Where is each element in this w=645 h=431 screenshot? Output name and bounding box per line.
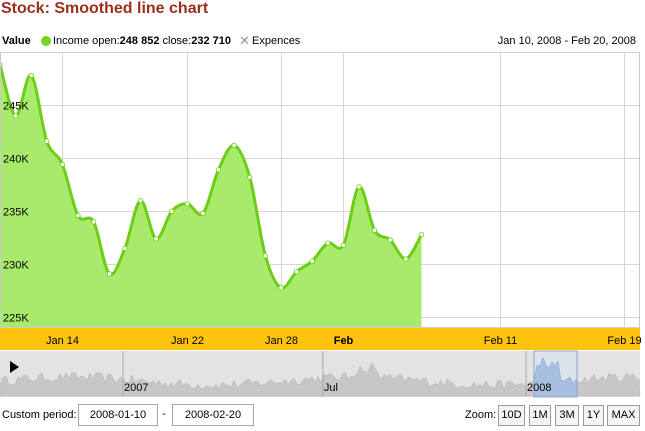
navigator-label: 2007 (124, 382, 148, 394)
data-point (75, 212, 81, 219)
x-axis-band (0, 328, 640, 350)
data-point (137, 198, 144, 204)
expences-hidden-icon[interactable]: ✕ (239, 33, 250, 48)
zoom-max-button[interactable]: MAX (607, 405, 640, 426)
data-point (44, 138, 50, 144)
zoom-label: Zoom: (465, 409, 497, 421)
data-point (309, 258, 315, 264)
data-point (247, 174, 253, 180)
date-range-display: Jan 10, 2008 - Feb 20, 2008 (497, 35, 636, 47)
data-point (59, 161, 66, 168)
income-series-line[interactable] (0, 64, 423, 290)
x-tick-label: Feb 11 (484, 335, 517, 347)
data-point (215, 167, 222, 173)
data-point (200, 210, 206, 216)
data-point (293, 269, 300, 275)
page-title: Stock: Smoothed line chart (1, 0, 209, 17)
expences-legend-label[interactable]: Expences (252, 35, 301, 47)
plot-border (0, 52, 640, 328)
period-from-input[interactable] (78, 404, 158, 426)
y-axis-labels: 225K 230K 235K 240K 245K (3, 101, 29, 325)
data-point (403, 256, 409, 262)
navigator-label: Jul (324, 382, 338, 394)
navigator-labels: 2007 Jul 2008 (122, 351, 551, 397)
open-value: 248 852 (119, 35, 160, 47)
data-point (387, 237, 393, 243)
open-label: open: (92, 35, 120, 47)
zoom-10d-button[interactable]: 10D (498, 405, 525, 426)
play-icon[interactable] (10, 361, 19, 373)
income-legend-label: Income (53, 35, 90, 47)
data-point (418, 232, 425, 238)
data-point (28, 72, 34, 79)
x-tick-label: Jan 28 (265, 335, 298, 347)
data-point (340, 242, 346, 248)
zoom-3m-button[interactable]: 3M (555, 405, 579, 426)
scrollbar-navigator[interactable]: 2007 Jul 2008 (0, 350, 641, 398)
income-data-points (0, 62, 425, 291)
x-tick-label: Jan 22 (171, 335, 204, 347)
data-point (184, 201, 190, 207)
data-point (91, 219, 97, 225)
y-tick-label: 225K (3, 313, 29, 325)
value-label: Value (2, 35, 31, 47)
data-point (13, 113, 19, 119)
navigator-label: 2008 (527, 382, 551, 394)
custom-period-label: Custom period: (2, 409, 77, 421)
data-point (371, 227, 378, 233)
legend-row: Value Income open:248 852 close:232 710 … (2, 33, 640, 50)
close-value: 232 710 (191, 35, 232, 47)
period-separator: - (162, 408, 166, 420)
data-point (153, 236, 159, 242)
income-legend-dot-icon[interactable] (41, 36, 51, 46)
data-point (169, 208, 175, 214)
x-tick-label: Feb (334, 335, 354, 347)
x-tick-label: Jan 14 (46, 335, 79, 347)
y-tick-label: 245K (3, 101, 29, 113)
data-point (356, 184, 362, 190)
navigator-selection-area (533, 356, 578, 397)
zoom-1m-button[interactable]: 1M (529, 405, 551, 426)
data-point (122, 245, 128, 251)
close-label: close: (162, 35, 192, 47)
data-point (106, 271, 112, 277)
y-tick-label: 240K (3, 154, 29, 166)
data-point (325, 240, 331, 246)
data-point (262, 253, 268, 259)
x-axis-labels: Jan 14 Jan 22 Jan 28 Feb Feb 11 Feb 19 (46, 335, 642, 347)
data-point (278, 285, 284, 291)
y-tick-label: 230K (3, 260, 29, 272)
y-tick-label: 235K (3, 207, 29, 219)
x-tick-label: Feb 19 (607, 335, 641, 347)
period-to-input[interactable] (172, 404, 254, 426)
data-point (231, 142, 237, 148)
zoom-1y-button[interactable]: 1Y (583, 405, 604, 426)
income-legend-entry[interactable]: Income open:248 852 close:232 710 (53, 35, 231, 47)
